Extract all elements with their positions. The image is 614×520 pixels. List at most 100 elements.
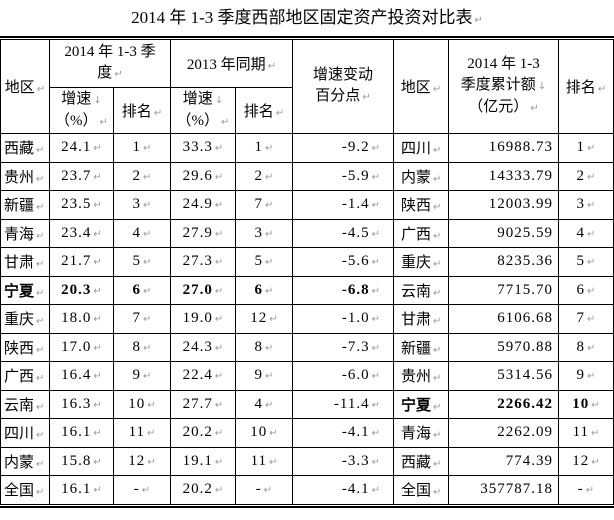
cell-value: 12 bbox=[128, 452, 146, 469]
cell-amount: 2266.42 bbox=[448, 389, 559, 419]
paragraph-mark-icon: ↵ bbox=[432, 84, 442, 95]
paragraph-mark-icon: ↵ bbox=[214, 342, 224, 354]
paragraph-mark-icon: ↵ bbox=[433, 287, 442, 299]
cell-value: 29.6 bbox=[182, 167, 213, 184]
cell-value: 16.3 bbox=[61, 395, 92, 412]
cell-growth-2013: 29.6 ↵ bbox=[170, 161, 236, 191]
cell-value: 6 bbox=[254, 281, 264, 298]
paragraph-mark-icon: ↵ bbox=[221, 116, 230, 128]
cell-value: -6.0 bbox=[341, 367, 370, 384]
paragraph-mark-icon: ↵ bbox=[269, 456, 278, 468]
cell-value: 5 bbox=[576, 253, 586, 270]
cell-growth-2013: 24.3 ↵ bbox=[170, 332, 236, 362]
cell-growth-2014: 24.1 ↵ bbox=[49, 133, 114, 163]
cell-growth-2014: 15.8 ↵ bbox=[49, 446, 114, 476]
paragraph-mark-icon: ↵ bbox=[93, 485, 102, 497]
cell-amount: 6106.68 bbox=[448, 304, 559, 334]
cell-rank-2014: 4 ↵ bbox=[113, 218, 171, 248]
paragraph-mark-icon: ↵ bbox=[587, 143, 596, 155]
paragraph-mark-icon: ↵ bbox=[36, 202, 45, 214]
cell-value: -9.2 bbox=[341, 139, 370, 156]
cell-rank-2013: 2 ↵ bbox=[235, 161, 293, 191]
cell-value: 11 bbox=[250, 452, 268, 469]
paragraph-mark-icon: ↵ bbox=[36, 458, 45, 470]
cell-value: 全国 bbox=[401, 483, 432, 500]
paragraph-mark-icon: ↵ bbox=[474, 15, 483, 26]
table-row: 青海 ↵ 23.4 ↵ 4 ↵ 27.9 ↵ 3 ↵ -4.5 ↵ 广西 ↵ 9025.59 4 ↵ bbox=[0, 218, 614, 248]
header-region-left: 地区 ↵ bbox=[0, 39, 50, 134]
cell-value: 四川 bbox=[401, 141, 432, 158]
header-change: 增速变动 百分点 ↵ bbox=[292, 39, 394, 134]
paragraph-mark-icon: ↵ bbox=[371, 371, 380, 383]
cell-value: 4 bbox=[132, 224, 142, 241]
cell-growth-2013: 27.0 ↵ bbox=[170, 275, 236, 305]
cell-rank-amount: 12 ↵ bbox=[558, 446, 614, 476]
cell-rank-2013: 6 ↵ bbox=[235, 275, 293, 305]
cell-value: 6 bbox=[132, 281, 142, 298]
cell-growth-2014: 20.3 ↵ bbox=[49, 275, 114, 305]
cell-value: 14333.79 bbox=[488, 167, 553, 184]
cell-value: 西藏 bbox=[4, 141, 35, 158]
paragraph-mark-icon: ↵ bbox=[591, 428, 600, 440]
header-label: 2014 年 1-3 bbox=[467, 56, 540, 72]
cell-region-right: 宁夏 ↵ bbox=[393, 389, 449, 419]
paragraph-mark-icon: ↵ bbox=[265, 143, 274, 155]
paragraph-mark-icon: ↵ bbox=[93, 228, 102, 240]
cell-value: 1 bbox=[132, 139, 142, 156]
cell-region-left: 广西 ↵ bbox=[0, 361, 50, 391]
paragraph-mark-icon: ↵ bbox=[265, 200, 274, 212]
cell-region-right: 全国 ↵ bbox=[393, 475, 449, 505]
cell-growth-2014: 23.7 ↵ bbox=[49, 161, 114, 191]
cell-value: 内蒙 bbox=[401, 169, 432, 186]
cell-value: 陕西 bbox=[4, 340, 35, 357]
header-label: （%） bbox=[55, 112, 98, 129]
cell-value: 青海 bbox=[401, 426, 432, 443]
header-label: （%） bbox=[176, 112, 220, 129]
cell-growth-2014: 21.7 ↵ bbox=[49, 247, 114, 277]
paragraph-mark-icon: ↵ bbox=[263, 485, 273, 497]
paragraph-mark-icon: ↵ bbox=[36, 259, 45, 271]
cell-region-left: 宁夏 ↵ bbox=[0, 275, 50, 305]
cell-growth-2013: 27.7 ↵ bbox=[170, 389, 236, 419]
cell-value: 2 bbox=[132, 167, 142, 184]
paragraph-mark-icon: ↵ bbox=[143, 257, 152, 269]
cell-rank-2013: 4 ↵ bbox=[235, 389, 293, 419]
table-row: 重庆 ↵ 18.0 ↵ 7 ↵ 19.0 ↵ 12 ↵ -1.0 ↵ 甘肃 ↵ 6106.68 7 ↵ bbox=[0, 304, 614, 334]
cell-rank-amount: 3 ↵ bbox=[558, 190, 614, 220]
cell-value: 15.8 bbox=[61, 452, 92, 469]
cell-value: 12 bbox=[572, 452, 590, 469]
cell-value: 27.3 bbox=[182, 253, 213, 270]
cell-value: 17.0 bbox=[61, 338, 92, 355]
paragraph-mark-icon: ↵ bbox=[371, 399, 380, 411]
cell-value: 11 bbox=[572, 424, 590, 441]
paragraph-mark-icon: ↵ bbox=[36, 316, 45, 328]
cell-value: 贵州 bbox=[4, 169, 35, 186]
cell-value: 20.2 bbox=[182, 481, 213, 498]
cell-amount: 12003.99 bbox=[448, 190, 559, 220]
cell-value: 西藏 bbox=[401, 454, 432, 471]
cell-value: 新疆 bbox=[4, 198, 35, 215]
paragraph-mark-icon: ↵ bbox=[371, 143, 380, 155]
cell-growth-2014: 23.4 ↵ bbox=[49, 218, 114, 248]
paragraph-mark-icon: ↵ bbox=[597, 84, 607, 95]
header-label: 2013 年同期 bbox=[186, 57, 266, 73]
cell-value: 贵州 bbox=[401, 369, 432, 386]
paragraph-mark-icon: ↵ bbox=[114, 69, 123, 80]
cell-value: 甘肃 bbox=[4, 255, 35, 272]
cell-value: 7 bbox=[576, 310, 586, 327]
cell-amount: 5314.56 bbox=[448, 361, 559, 391]
cell-value: 8 bbox=[254, 338, 264, 355]
cell-change: -11.4 ↵ bbox=[292, 389, 394, 419]
paragraph-mark-icon: ↵ bbox=[36, 373, 45, 385]
cell-value: 23.5 bbox=[61, 196, 92, 213]
cell-change: -1.4 ↵ bbox=[292, 190, 394, 220]
paragraph-mark-icon: ↵ bbox=[265, 371, 274, 383]
cell-value: 16.4 bbox=[61, 367, 92, 384]
paragraph-mark-icon: ↵ bbox=[143, 371, 152, 383]
header-line: 2014 年 1-3 季 bbox=[51, 42, 170, 63]
cell-growth-2013: 22.4 ↵ bbox=[170, 361, 236, 391]
header-amount: 2014 年 1-3 季度累计额 ↓ （亿元） ↵ bbox=[448, 39, 559, 134]
cell-value: 7 bbox=[132, 310, 142, 327]
header-line: 度 ↵ bbox=[51, 63, 170, 85]
paragraph-mark-icon: ↵ bbox=[93, 399, 102, 411]
